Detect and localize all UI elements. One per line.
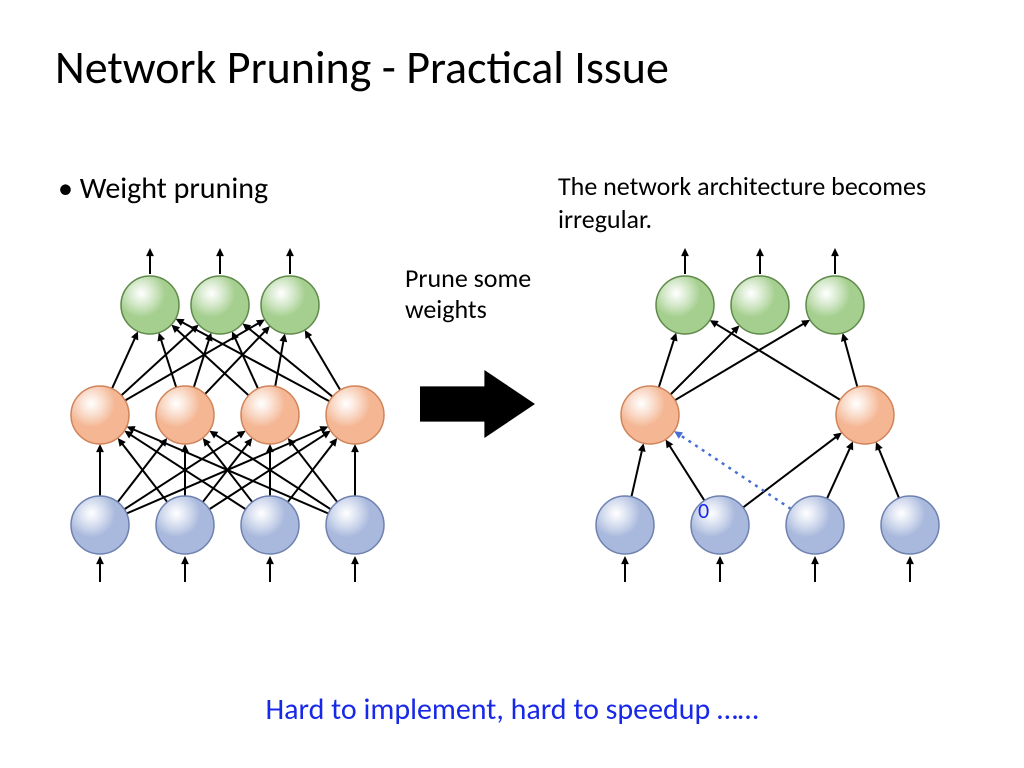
slide-title: Network Pruning - Practical Issue	[55, 40, 669, 96]
footer-text: Hard to implement, hard to speedup ……	[0, 691, 1024, 728]
left-network-diagram	[30, 235, 410, 615]
slide: Network Pruning - Practical Issue Weight…	[0, 0, 1024, 768]
zero-annotation: 0	[698, 497, 709, 524]
right-network-diagram	[555, 235, 995, 615]
big-arrow-icon	[420, 370, 535, 438]
bullet-weight-pruning: Weight pruning	[58, 170, 268, 207]
center-label: Prune someweights	[405, 263, 531, 325]
note-irregular: The network architecture becomes irregul…	[558, 170, 1024, 235]
